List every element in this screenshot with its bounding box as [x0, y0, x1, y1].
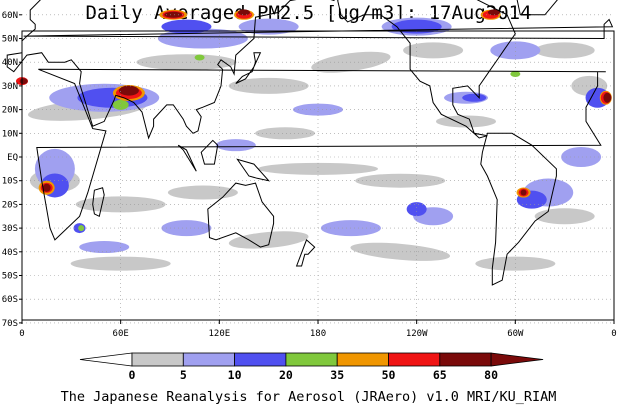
pm25-patch [78, 225, 85, 232]
latitude-tick-label: EQ [7, 153, 18, 163]
latitude-tick-label: 50S [2, 272, 18, 282]
pm25-patch [215, 139, 256, 152]
madagascar-coastline [92, 187, 105, 218]
pm25-patch [238, 9, 250, 16]
pm25-patch [406, 202, 427, 217]
borneo-coastline [200, 139, 219, 165]
longitude-tick-label: 60W [507, 329, 524, 339]
colorbar-level-label: 10 [228, 368, 242, 382]
latitude-tick-label: 10N [2, 129, 18, 139]
pm25-patch [534, 208, 595, 225]
longitude-tick-label: 60E [113, 329, 129, 339]
latitude-axis: 70N60N50N40N30N20N10NEQ10S20S30S40S50S60… [2, 11, 22, 329]
latitude-tick-label: 20S [2, 200, 18, 210]
pm25-patch [75, 196, 166, 213]
longitude-tick-label: 120W [406, 329, 428, 339]
latitude-tick-label: 30N [2, 82, 18, 92]
latitude-tick-label: 60S [2, 295, 18, 305]
north-america-coastline [337, 0, 516, 139]
colorbar-bin [182, 352, 236, 367]
colorbar-level-label: 65 [433, 368, 447, 382]
pm25-patch [561, 147, 602, 167]
africa-coastline [36, 68, 606, 241]
pm25-patch [19, 78, 28, 85]
colorbar-level-label: 0 [129, 368, 136, 382]
pm25-patch [255, 127, 316, 140]
colorbar-bin [336, 352, 389, 367]
latitude-tick-label: 40N [2, 58, 18, 68]
latitude-tick-label: 60N [2, 11, 18, 21]
pm25-patch [462, 93, 487, 102]
pm25-patch [603, 92, 612, 103]
latitude-tick-label: 10S [2, 177, 18, 187]
latitude-tick-label: 30S [2, 224, 18, 234]
footer-credit: The Japanese Reanalysis for Aerosol (JRA… [60, 389, 557, 405]
colorbar-level-label: 50 [382, 368, 396, 382]
pm25-patch [164, 11, 183, 18]
colorbar-level-label: 80 [484, 368, 498, 382]
pm25-patch [350, 242, 451, 261]
pm25-patch [534, 42, 595, 59]
pm25-patch [228, 231, 309, 249]
colorbar-level-label: 20 [279, 368, 293, 382]
pm25-patch [258, 162, 378, 175]
pm25-patch [194, 54, 205, 61]
new-zealand-coastline [295, 239, 316, 267]
pm25-patch [403, 42, 464, 59]
colorbar-bin [234, 352, 287, 367]
pm25-patch [79, 241, 130, 254]
colorbar-level-label: 35 [330, 368, 344, 382]
colorbar-level-label: 5 [180, 368, 187, 382]
latitude-tick-label: 50N [2, 35, 18, 45]
greenland-coastline [516, 0, 558, 16]
pm25-patch [112, 99, 129, 110]
pm25-patch [42, 183, 51, 192]
new-guinea-coastline [236, 158, 271, 182]
latitude-tick-label: 70S [2, 319, 18, 329]
coastlines [6, 0, 614, 286]
colorbar-bin [131, 352, 184, 367]
longitude-tick-label: 0 [19, 329, 24, 339]
australia-coastline [207, 182, 275, 248]
longitude-axis: 0 60E 120E 180 120W 60W 0 [19, 320, 617, 339]
pm25-patch [118, 85, 139, 96]
eurasia-coastline [6, 0, 335, 140]
colorbar-bin [285, 352, 338, 367]
pm25-patch [520, 189, 527, 196]
pm25-patch [490, 41, 541, 60]
colorbar-high-arrow [490, 352, 544, 367]
pm25-patch [487, 9, 500, 16]
colorbar-bin [388, 352, 441, 367]
colorbar-bin [439, 352, 492, 367]
pm25-patch [510, 71, 521, 78]
sumatra-coastline [177, 144, 197, 172]
pm25-patch [228, 77, 309, 94]
colorbar: 0 5 10 20 35 50 65 80 [79, 352, 544, 382]
pm25-patch [167, 185, 238, 200]
longitude-tick-label: 0 [611, 329, 616, 339]
pm25-patch [161, 19, 212, 34]
latitude-tick-label: 20N [2, 106, 18, 116]
britain-coastline [23, 18, 614, 40]
pm25-patch [355, 173, 446, 188]
longitude-tick-label: 180 [310, 329, 326, 339]
japan-coastline [235, 52, 262, 84]
latitude-tick-label: 40S [2, 248, 18, 258]
south-america-coastline [480, 132, 557, 286]
longitude-tick-label: 120E [208, 329, 230, 339]
colorbar-low-arrow [79, 352, 133, 367]
